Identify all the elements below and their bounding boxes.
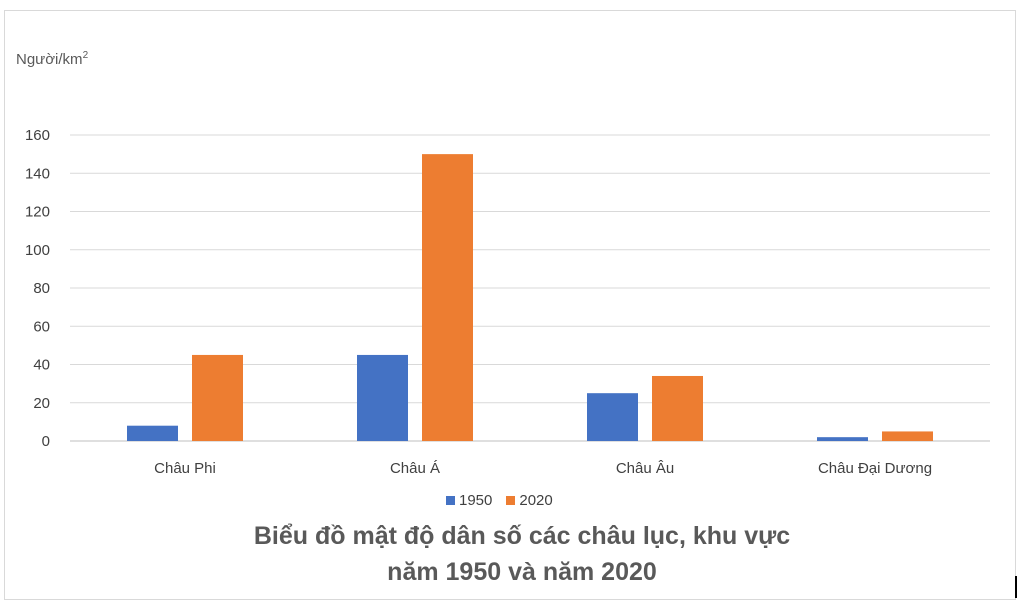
bar-1950-2: [357, 354, 408, 441]
legend-item-1950: 1950: [446, 492, 492, 509]
text-cursor: [1015, 576, 1017, 598]
legend-label-1950: 1950: [459, 492, 493, 509]
chart-title-line-2: năm 1950 và năm 2020: [387, 558, 657, 586]
x-category-label-2: Châu Á: [390, 460, 440, 477]
legend-label-2020: 2020: [519, 492, 553, 509]
y-tick-label-60: 60: [33, 318, 50, 335]
y-tick-label-120: 120: [25, 204, 50, 221]
bar-1950-1: [127, 425, 178, 441]
bar-1950-3: [587, 393, 638, 441]
chart-title: Biểu đồ mật độ dân số các châu lục, khu …: [0, 518, 1024, 590]
bar-1950-4: [817, 437, 868, 441]
y-axis-unit-label: Người/km2: [16, 50, 89, 68]
y-tick-label-160: 160: [25, 127, 50, 144]
y-tick-label-20: 20: [33, 395, 50, 412]
bar-2020-1: [192, 354, 243, 441]
y-tick-label-100: 100: [25, 242, 50, 259]
x-category-label-3: Châu Âu: [616, 460, 674, 477]
bar-2020-2: [422, 154, 473, 441]
chart-title-line-1: Biểu đồ mật độ dân số các châu lục, khu …: [253, 522, 791, 550]
bar-2020-4: [882, 431, 933, 441]
y-tick-label-40: 40: [33, 357, 50, 374]
y-tick-label-140: 140: [25, 165, 50, 182]
y-tick-label-0: 0: [42, 433, 50, 450]
legend-item-2020: 2020: [506, 492, 553, 509]
legend-swatch-2020: [506, 496, 516, 505]
bar-2020-3: [652, 375, 703, 441]
x-category-label-1: Châu Phi: [154, 460, 216, 477]
x-category-label-4: Châu Đại Dương: [818, 460, 932, 477]
chart-legend: 1950 2020: [446, 492, 553, 509]
legend-swatch-1950: [446, 496, 455, 505]
y-tick-label-80: 80: [33, 280, 50, 297]
